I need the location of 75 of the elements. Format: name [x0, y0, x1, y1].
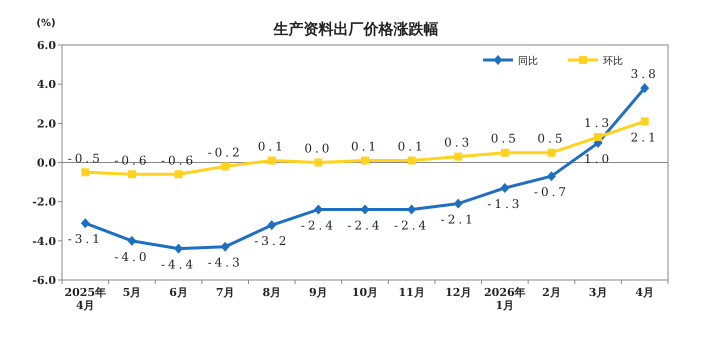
point — [594, 133, 602, 142]
point — [547, 148, 556, 157]
data-label: -2.4 — [300, 218, 336, 232]
point — [500, 182, 510, 193]
chart-title: 生产资料出厂价格涨跌幅 — [272, 20, 438, 38]
data-label: 0.0 — [304, 142, 332, 156]
point — [220, 242, 230, 252]
point — [81, 168, 90, 176]
y-tick-label: -6.0 — [32, 274, 56, 287]
data-label: -0.5 — [68, 151, 103, 166]
x-tick-label: 11月 — [397, 286, 426, 299]
data-label: -2.4 — [394, 218, 430, 232]
point — [267, 220, 276, 230]
point — [640, 117, 649, 126]
data-label: -3.1 — [68, 232, 103, 246]
x-tick-label: 8月 — [261, 286, 282, 299]
data-label: -2.4 — [347, 218, 383, 232]
point — [361, 156, 369, 165]
point — [127, 236, 136, 246]
data-label: -0.2 — [208, 145, 243, 160]
point — [408, 156, 416, 165]
point — [174, 170, 183, 178]
data-label: -0.6 — [160, 153, 196, 168]
legend-label: 同比 — [518, 55, 538, 67]
data-label: 0.3 — [444, 136, 472, 150]
data-label: -4.3 — [208, 256, 243, 270]
data-label: 0.1 — [398, 140, 426, 154]
data-label: -3.2 — [254, 234, 290, 248]
legend-label: 环比 — [603, 55, 623, 67]
point — [500, 148, 509, 157]
point — [80, 218, 90, 228]
x-tick-label: 6月 — [168, 286, 189, 299]
data-label: 0.5 — [490, 132, 519, 146]
point — [314, 204, 323, 214]
point — [128, 170, 136, 178]
data-label: -2.1 — [440, 212, 476, 227]
data-label: -4.4 — [160, 258, 196, 272]
x-tick-label: 9月 — [308, 286, 329, 299]
x-tick-label: 2026年1月 — [483, 286, 527, 312]
y-tick-label: 4.0 — [36, 78, 56, 92]
x-tick-label: 3月 — [588, 286, 608, 299]
data-label: 0.5 — [537, 132, 566, 146]
y-tick-label: 0.0 — [36, 156, 56, 170]
x-tick-label: 2月 — [541, 286, 562, 299]
y-tick-label: -2.0 — [32, 196, 56, 209]
x-tick-label: 5月 — [122, 286, 142, 299]
point — [268, 156, 276, 165]
x-tick-label: 7月 — [214, 286, 236, 299]
point — [454, 152, 462, 161]
point — [221, 162, 230, 170]
y-axis-title: (%) — [36, 18, 56, 29]
data-label: 2.1 — [630, 130, 659, 144]
point — [454, 198, 463, 209]
x-tick-label: 10月 — [350, 286, 380, 299]
y-tick-label: 2.0 — [36, 117, 56, 130]
data-label: -4.0 — [114, 250, 150, 264]
data-label: 0.1 — [258, 140, 286, 154]
data-label: 1.3 — [584, 116, 612, 130]
y-tick-label: -4.0 — [32, 234, 56, 248]
point — [546, 171, 556, 182]
x-tick-label: 4月 — [634, 286, 656, 299]
point — [407, 204, 416, 214]
data-label: -0.6 — [114, 153, 150, 168]
point — [314, 158, 322, 166]
data-label: 3.8 — [630, 67, 659, 82]
x-tick-label: 12月 — [444, 286, 472, 299]
data-label: -0.7 — [534, 185, 570, 200]
data-label: -1.3 — [487, 196, 522, 211]
x-tick-label: 2025年4月 — [63, 286, 108, 312]
y-tick-label: 6.0 — [36, 39, 56, 52]
point — [360, 204, 370, 214]
point — [174, 244, 184, 254]
data-label: 1.0 — [584, 152, 612, 166]
point — [640, 83, 650, 94]
data-label: 0.1 — [350, 140, 380, 154]
